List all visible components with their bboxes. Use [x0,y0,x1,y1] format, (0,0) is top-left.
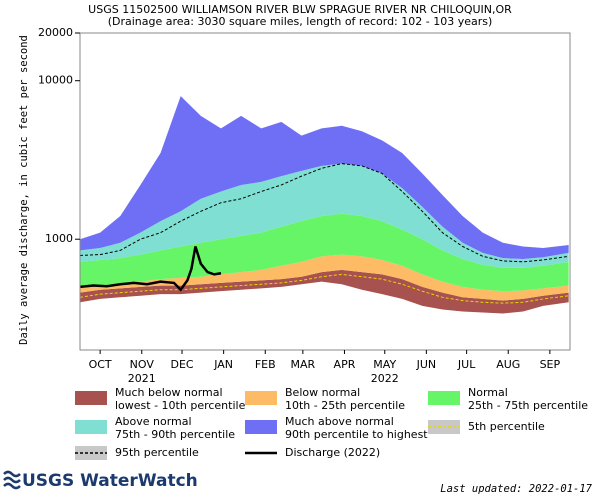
band-area [80,96,569,260]
legend-swatch [75,420,107,434]
x-tick-label: AUG [496,358,520,371]
legend-label: 5th percentile [468,420,545,433]
last-updated: Last updated: 2022-01-17 [440,483,592,495]
y-tick-label: 1000 [45,232,73,245]
x-tick-label: MAY [373,358,396,371]
logo: USGS WaterWatch [22,471,198,491]
logo-waves [3,470,21,490]
band-area [80,254,569,301]
line [79,273,569,304]
line [79,246,222,292]
x-tick-label: APR [334,358,356,371]
plot-border [79,32,571,351]
legend-label: Below normal [285,386,360,399]
band-area [80,213,569,292]
x-tick-label: OCT [89,358,112,371]
x-tick-label: NOV [130,358,155,371]
legend-swatch [75,391,107,405]
y-tick-label: 20000 [38,26,73,39]
x-tick-label: FEB [255,358,276,371]
legend-label: Above normal [115,415,192,428]
x-tick-label: DEC [170,358,193,371]
year-label: 2021 [128,372,156,385]
chart-subtitle: (Drainage area: 3030 square miles, lengt… [108,15,493,28]
x-tick-label: JUL [457,358,476,371]
x-tick-label: SEP [540,358,561,371]
chart-title: USGS 11502500 WILLIAMSON RIVER BLW SPRAG… [88,3,512,16]
band-area [80,163,569,268]
band-area [80,269,569,314]
legend-sublabel: 25th - 75th percentile [468,399,588,412]
x-tick-label: JAN [213,358,233,371]
year-label: 2022 [371,372,399,385]
x-tick-label: JUN [416,358,437,371]
legend-label: Discharge (2022) [285,446,380,459]
y-tick-label: 10000 [38,74,73,87]
legend-sublabel: 90th percentile to highest [285,428,428,441]
legend-sublabel: 75th - 90th percentile [115,428,235,441]
legend-label: Normal [468,386,508,399]
legend-label: Much below normal [115,386,223,399]
legend-sublabel: lowest - 10th percentile [115,399,246,412]
legend-swatch [428,391,460,405]
legend-label: 95th percentile [115,446,199,459]
legend-sublabel: 10th - 25th percentile [285,399,405,412]
legend-label: Much above normal [285,415,394,428]
x-tick-label: MAR [291,358,316,371]
legend-swatch [245,420,277,434]
legend-swatch [245,391,277,405]
y-axis-label: Daily average discharge, in cubic feet p… [18,35,30,345]
